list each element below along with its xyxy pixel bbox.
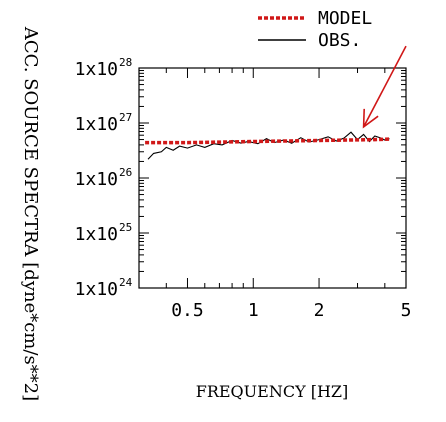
plot-frame [138,67,407,289]
x-axis-title: FREQUENCY [HZ] [196,382,349,401]
y-tick-exponent: 24 [119,276,133,289]
y-tick-label: 1x10 [75,279,118,300]
annotation-arrow-head [362,108,379,129]
series-layer [145,131,390,160]
annotation-arrow [362,45,407,128]
annotation-layer [362,45,407,129]
y-axis-title: ACC. SOURCE SPECTRA [dyne*cm/s**2] [20,26,41,401]
x-tick-label: 1 [248,300,259,321]
legend-label: OBS. [318,30,361,51]
y-tick-label: 1x10 [75,59,118,80]
x-tick-labels: 0.5 1 2 5 [171,300,411,321]
series-line-obs [147,131,390,160]
y-tick-exponent: 28 [119,56,132,69]
axis-ticks [138,68,407,289]
y-tick-label: 1x10 [75,114,118,135]
y-axis-title-group: ACC. SOURCE SPECTRA [dyne*cm/s**2] [20,26,41,401]
y-tick-label: 1x10 [75,169,118,190]
y-tick-label: 1x10 [75,224,118,245]
y-tick-exponent: 26 [119,166,132,179]
x-tick-label: 5 [401,300,412,321]
x-tick-label: 0.5 [171,300,204,321]
x-tick-label: 2 [314,300,325,321]
y-tick-exponent: 27 [119,111,132,124]
y-tick-exponent: 25 [119,221,132,234]
series-line-model [145,137,390,145]
legend-label: MODEL [318,8,372,29]
